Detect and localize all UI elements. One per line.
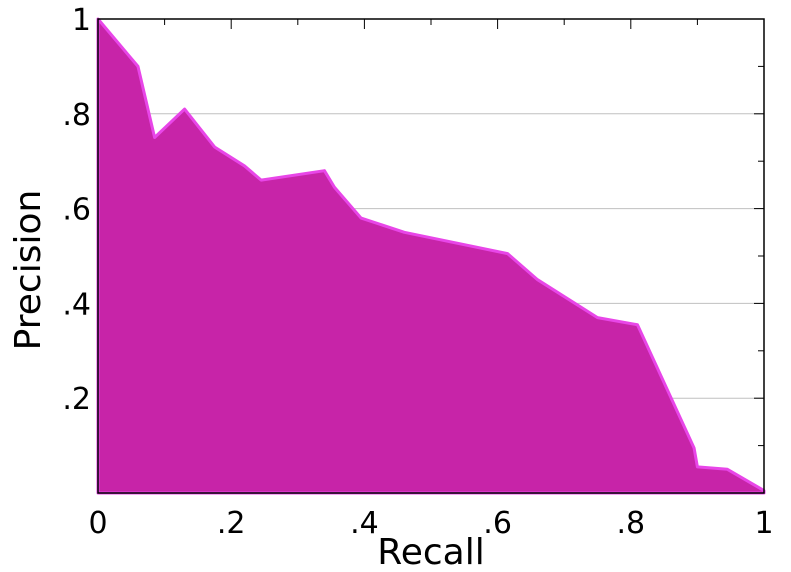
y-axis-title: Precision: [8, 190, 49, 351]
y-tick-label-0: .2: [62, 382, 91, 417]
tick-marks: [164, 19, 764, 447]
x-tick-label-4: .8: [616, 506, 645, 541]
y-tick-labels: .2 .4 .6 .8 1: [62, 3, 91, 417]
x-tick-labels: 0 .2 .4 .6 .8 1: [88, 506, 773, 541]
x-tick-label-5: 1: [754, 506, 773, 541]
x-tick-label-0: 0: [88, 506, 107, 541]
x-tick-label-1: .2: [217, 506, 246, 541]
x-axis-title: Recall: [377, 532, 484, 572]
series-area: [96, 17, 766, 495]
x-tick-label-2: .4: [350, 506, 379, 541]
x-tick-label-3: .6: [483, 506, 512, 541]
y-tick-label-1: .4: [62, 287, 91, 322]
y-tick-label-2: .6: [62, 193, 91, 228]
y-tick-label-4: 1: [72, 3, 91, 38]
y-tick-label-3: .8: [62, 98, 91, 133]
